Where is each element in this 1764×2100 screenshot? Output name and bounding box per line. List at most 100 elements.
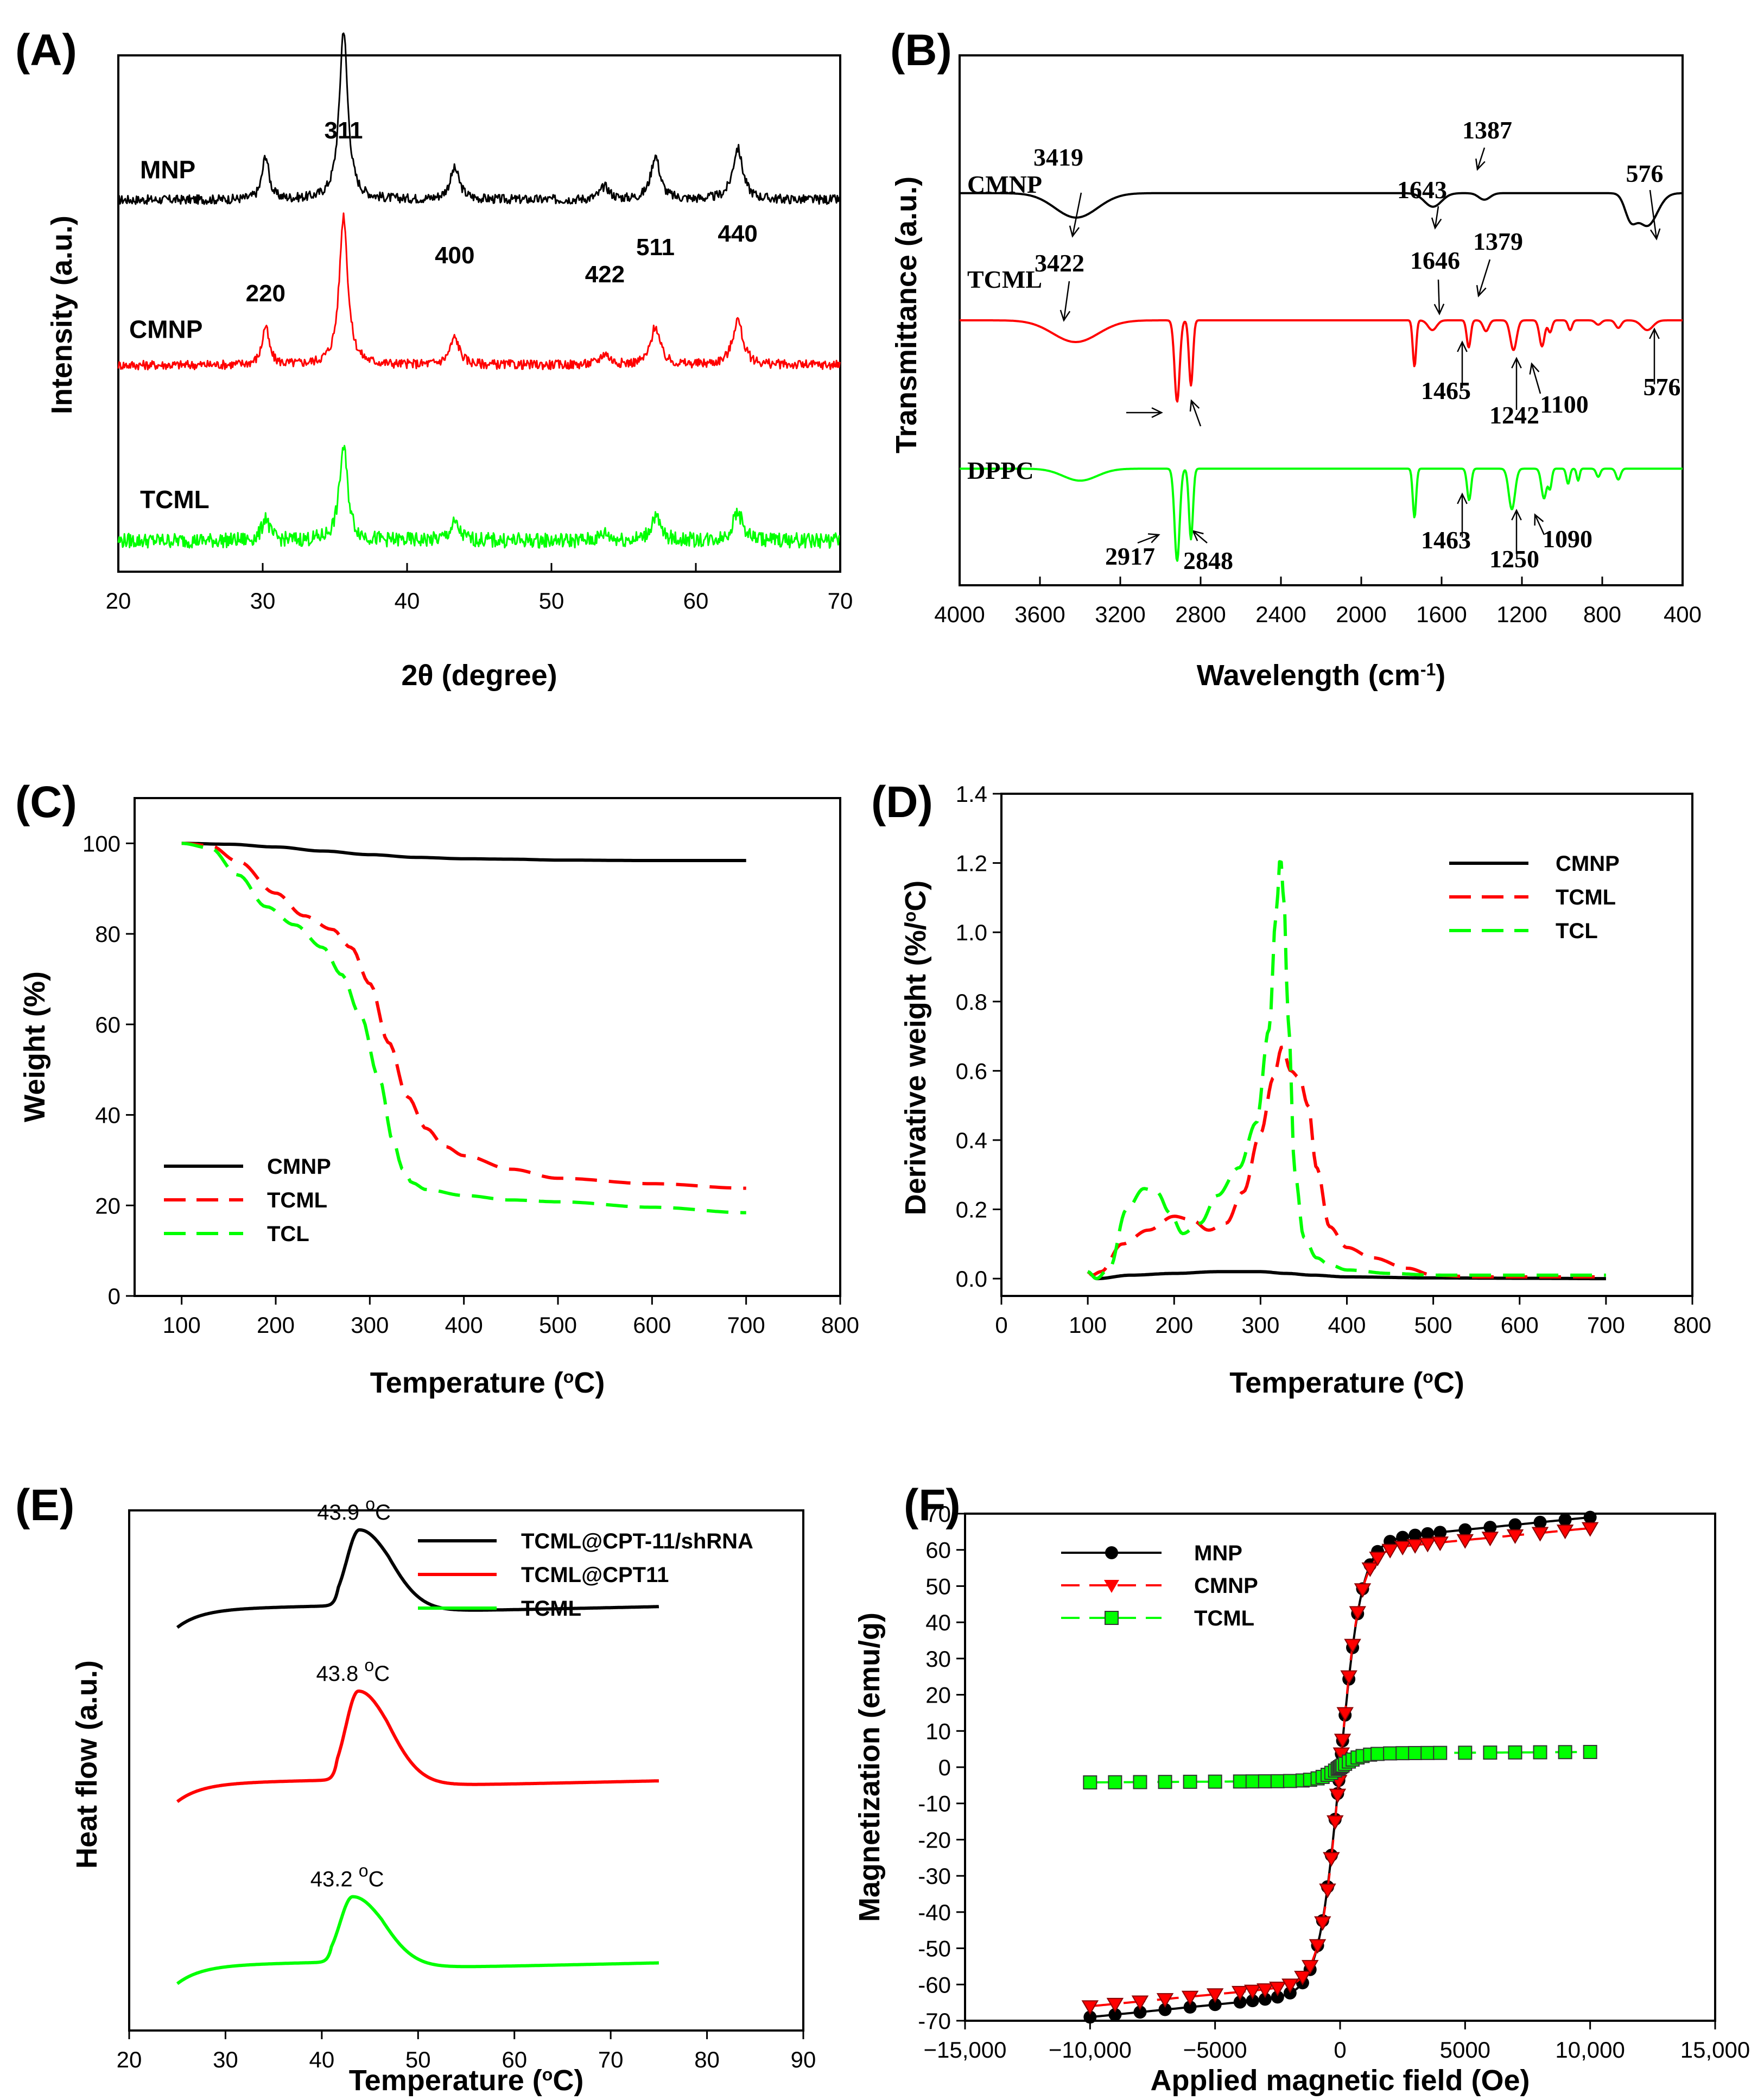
ftir-band-arrow (1476, 147, 1486, 170)
y-tick-label: 30 (925, 1646, 951, 1672)
panel-b-ylabel: Transmittance (a.u.) (890, 176, 923, 453)
vsm-point (1583, 1510, 1597, 1524)
ftir-band-label: 1379 (1473, 227, 1523, 255)
ftir-band-arrow-head (1534, 513, 1544, 526)
x-tick-label: −15,000 (924, 2037, 1007, 2063)
ftir-band-arrow (1071, 192, 1082, 237)
y-tick-label: 80 (95, 921, 120, 947)
xrd-peak-label: 440 (718, 220, 757, 247)
panel-d-xlabel: Temperature (oC) (1229, 1367, 1464, 1399)
ftir-band-arrow (1137, 534, 1159, 544)
x-tick-label: 50 (539, 588, 564, 613)
panel-a-xlabel: 2θ (degree) (401, 659, 557, 692)
xrd-series-label: TCML (140, 485, 210, 514)
vsm-point (1183, 2000, 1197, 2014)
vsm-point (1370, 1747, 1385, 1761)
x-tick-label: 2800 (1175, 602, 1226, 627)
vsm-legend-marker (1104, 1580, 1119, 1593)
vsm-point (1258, 1993, 1272, 2006)
ftir-band-arrow (1531, 363, 1541, 394)
x-tick-label: 400 (1664, 602, 1702, 627)
xrd-peak-label: 311 (324, 117, 363, 144)
y-tick-label: 0.2 (956, 1197, 987, 1223)
vsm-point (1206, 1988, 1224, 2003)
x-tick-label: 400 (1328, 1312, 1366, 1338)
vsm-point (1406, 1539, 1424, 1554)
x-tick-label: 3600 (1014, 602, 1065, 627)
ftir-band-arrow-head (1431, 217, 1442, 230)
x-tick-label: 20 (117, 2047, 142, 2072)
vsm-legend-marker (1105, 1546, 1118, 1559)
vsm-point (1556, 1525, 1574, 1540)
x-tick-label: 2000 (1336, 602, 1386, 627)
ftir-band-arrow-head (1476, 285, 1487, 298)
vsm-point (1394, 1541, 1411, 1556)
vsm-point (1334, 1734, 1351, 1749)
vsm-point (1108, 2008, 1122, 2021)
y-tick-label: 0.4 (956, 1128, 987, 1153)
dtg-series-TCL (1087, 860, 1606, 1281)
x-tick-label: 3200 (1095, 602, 1145, 627)
ftir-band-label: 576 (1644, 373, 1681, 401)
y-tick-label: 60 (925, 1538, 951, 1563)
y-tick-label: 40 (925, 1610, 951, 1635)
y-tick-label: 50 (925, 1573, 951, 1599)
vsm-point (1283, 1774, 1297, 1788)
ftir-band-arrow (1434, 206, 1439, 229)
dsc-peak-label: 43.2 oC (310, 1861, 384, 1892)
vsm-point (1301, 1960, 1319, 1975)
vsm-point (1329, 1788, 1347, 1804)
x-tick-label: −5000 (1183, 2037, 1247, 2063)
vsm-point (1314, 1916, 1331, 1931)
vsm-point (1481, 1532, 1499, 1547)
ftir-band-arrow (1534, 514, 1545, 535)
ftir-band-arrow-head (1649, 327, 1660, 339)
tga-legend-label: CMNP (267, 1155, 331, 1179)
ftir-series-TCML (959, 319, 1683, 403)
dsc-peak-label: 43.8 oC (316, 1655, 390, 1686)
y-tick-label: -60 (918, 1972, 951, 1997)
vsm-series-CMNP (1090, 1527, 1590, 2008)
ftir-band-arrow-head (1069, 225, 1080, 238)
vsm-point (1281, 1978, 1299, 1994)
panel-a-frame (117, 54, 841, 573)
dsc-series-TCML@CPT-11/shRNA (176, 1528, 660, 1629)
x-tick-label: 60 (502, 2047, 527, 2072)
x-tick-label: 800 (1673, 1312, 1711, 1338)
ftir-band-arrow (1063, 281, 1070, 321)
vsm-point (1231, 1985, 1249, 2001)
ftir-series-label: CMNP (967, 170, 1042, 198)
y-tick-label: 70 (925, 1501, 951, 1527)
panel-c-letter: (C) (15, 777, 77, 827)
vsm-point (1181, 1990, 1199, 2006)
xrd-peak-label: 400 (435, 242, 474, 269)
vsm-legend-label: TCML (1194, 1606, 1254, 1630)
ftir-band-label: 1242 (1489, 401, 1539, 429)
vsm-point (1395, 1746, 1410, 1761)
ftir-series-DPPC (959, 467, 1683, 562)
ftir-band-label: 3419 (1033, 143, 1083, 171)
ftir-band-arrow-head (1151, 407, 1163, 418)
x-tick-label: 600 (633, 1312, 671, 1338)
vsm-point (1258, 1774, 1272, 1789)
ftir-band-arrow (1477, 259, 1491, 296)
x-tick-label: 15,000 (1680, 2037, 1750, 2063)
y-tick-label: -10 (918, 1791, 951, 1817)
x-tick-label: 4000 (934, 602, 985, 627)
vsm-point (1483, 1745, 1498, 1760)
x-tick-label: 500 (1414, 1312, 1452, 1338)
x-tick-label: 800 (1583, 602, 1621, 627)
x-tick-label: −10,000 (1049, 2037, 1132, 2063)
ftir-band-arrow-head (1649, 228, 1661, 241)
x-tick-label: 300 (1241, 1312, 1279, 1338)
y-tick-label: 20 (925, 1682, 951, 1708)
y-tick-label: 1.0 (956, 920, 987, 945)
vsm-point (1581, 1522, 1599, 1537)
x-tick-label: 700 (1587, 1312, 1625, 1338)
vsm-point (1483, 1521, 1497, 1534)
vsm-point (1421, 1527, 1435, 1540)
x-tick-label: 10,000 (1555, 2037, 1625, 2063)
dtg-series-CMNP (1087, 1270, 1606, 1281)
